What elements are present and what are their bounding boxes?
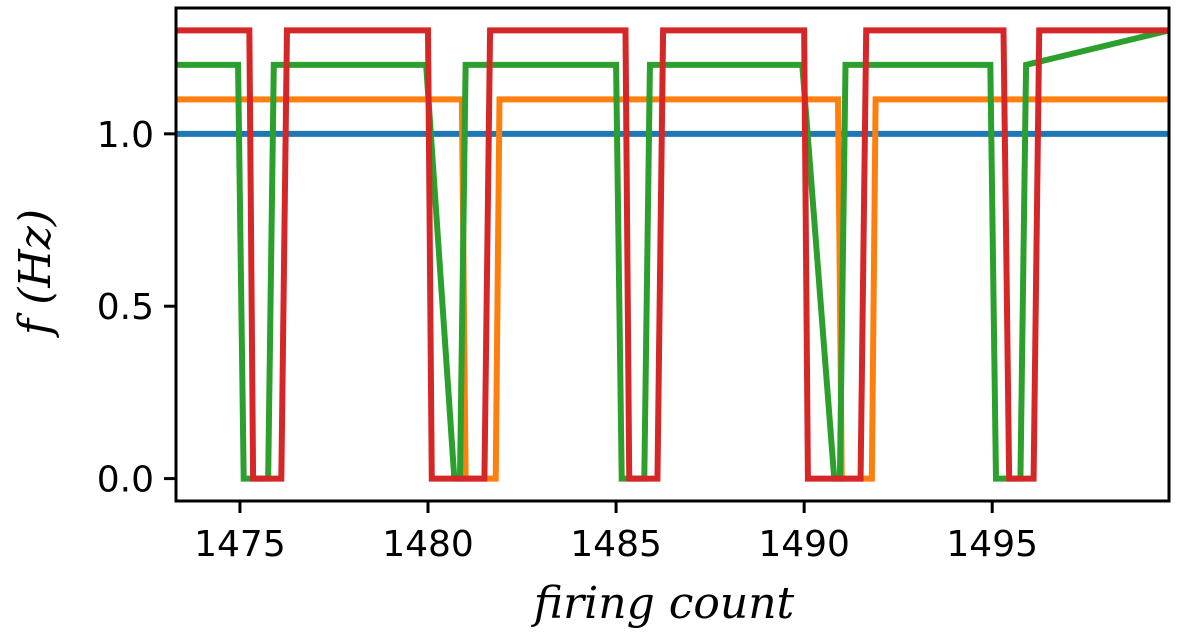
y-tick-label: 1.0 — [97, 115, 154, 156]
series-line-3 — [176, 27, 1169, 482]
x-tick-label: 1475 — [194, 524, 286, 565]
y-tick-label: 0.5 — [97, 287, 154, 328]
y-axis: 0.0 0.5 1.0 — [97, 115, 176, 501]
x-axis: 1475 1480 1485 1490 1495 — [194, 501, 1038, 565]
x-tick-label: 1490 — [758, 524, 850, 565]
x-tick-label: 1495 — [946, 524, 1038, 565]
y-axis-label: f (Hz) — [10, 209, 61, 338]
x-tick-label: 1485 — [570, 524, 662, 565]
y-tick-label: 0.0 — [97, 460, 154, 501]
series-layer — [176, 27, 1169, 482]
x-tick-label: 1480 — [382, 524, 474, 565]
x-axis-label: firing count — [531, 578, 795, 629]
plot-frame — [174, 6, 1171, 503]
